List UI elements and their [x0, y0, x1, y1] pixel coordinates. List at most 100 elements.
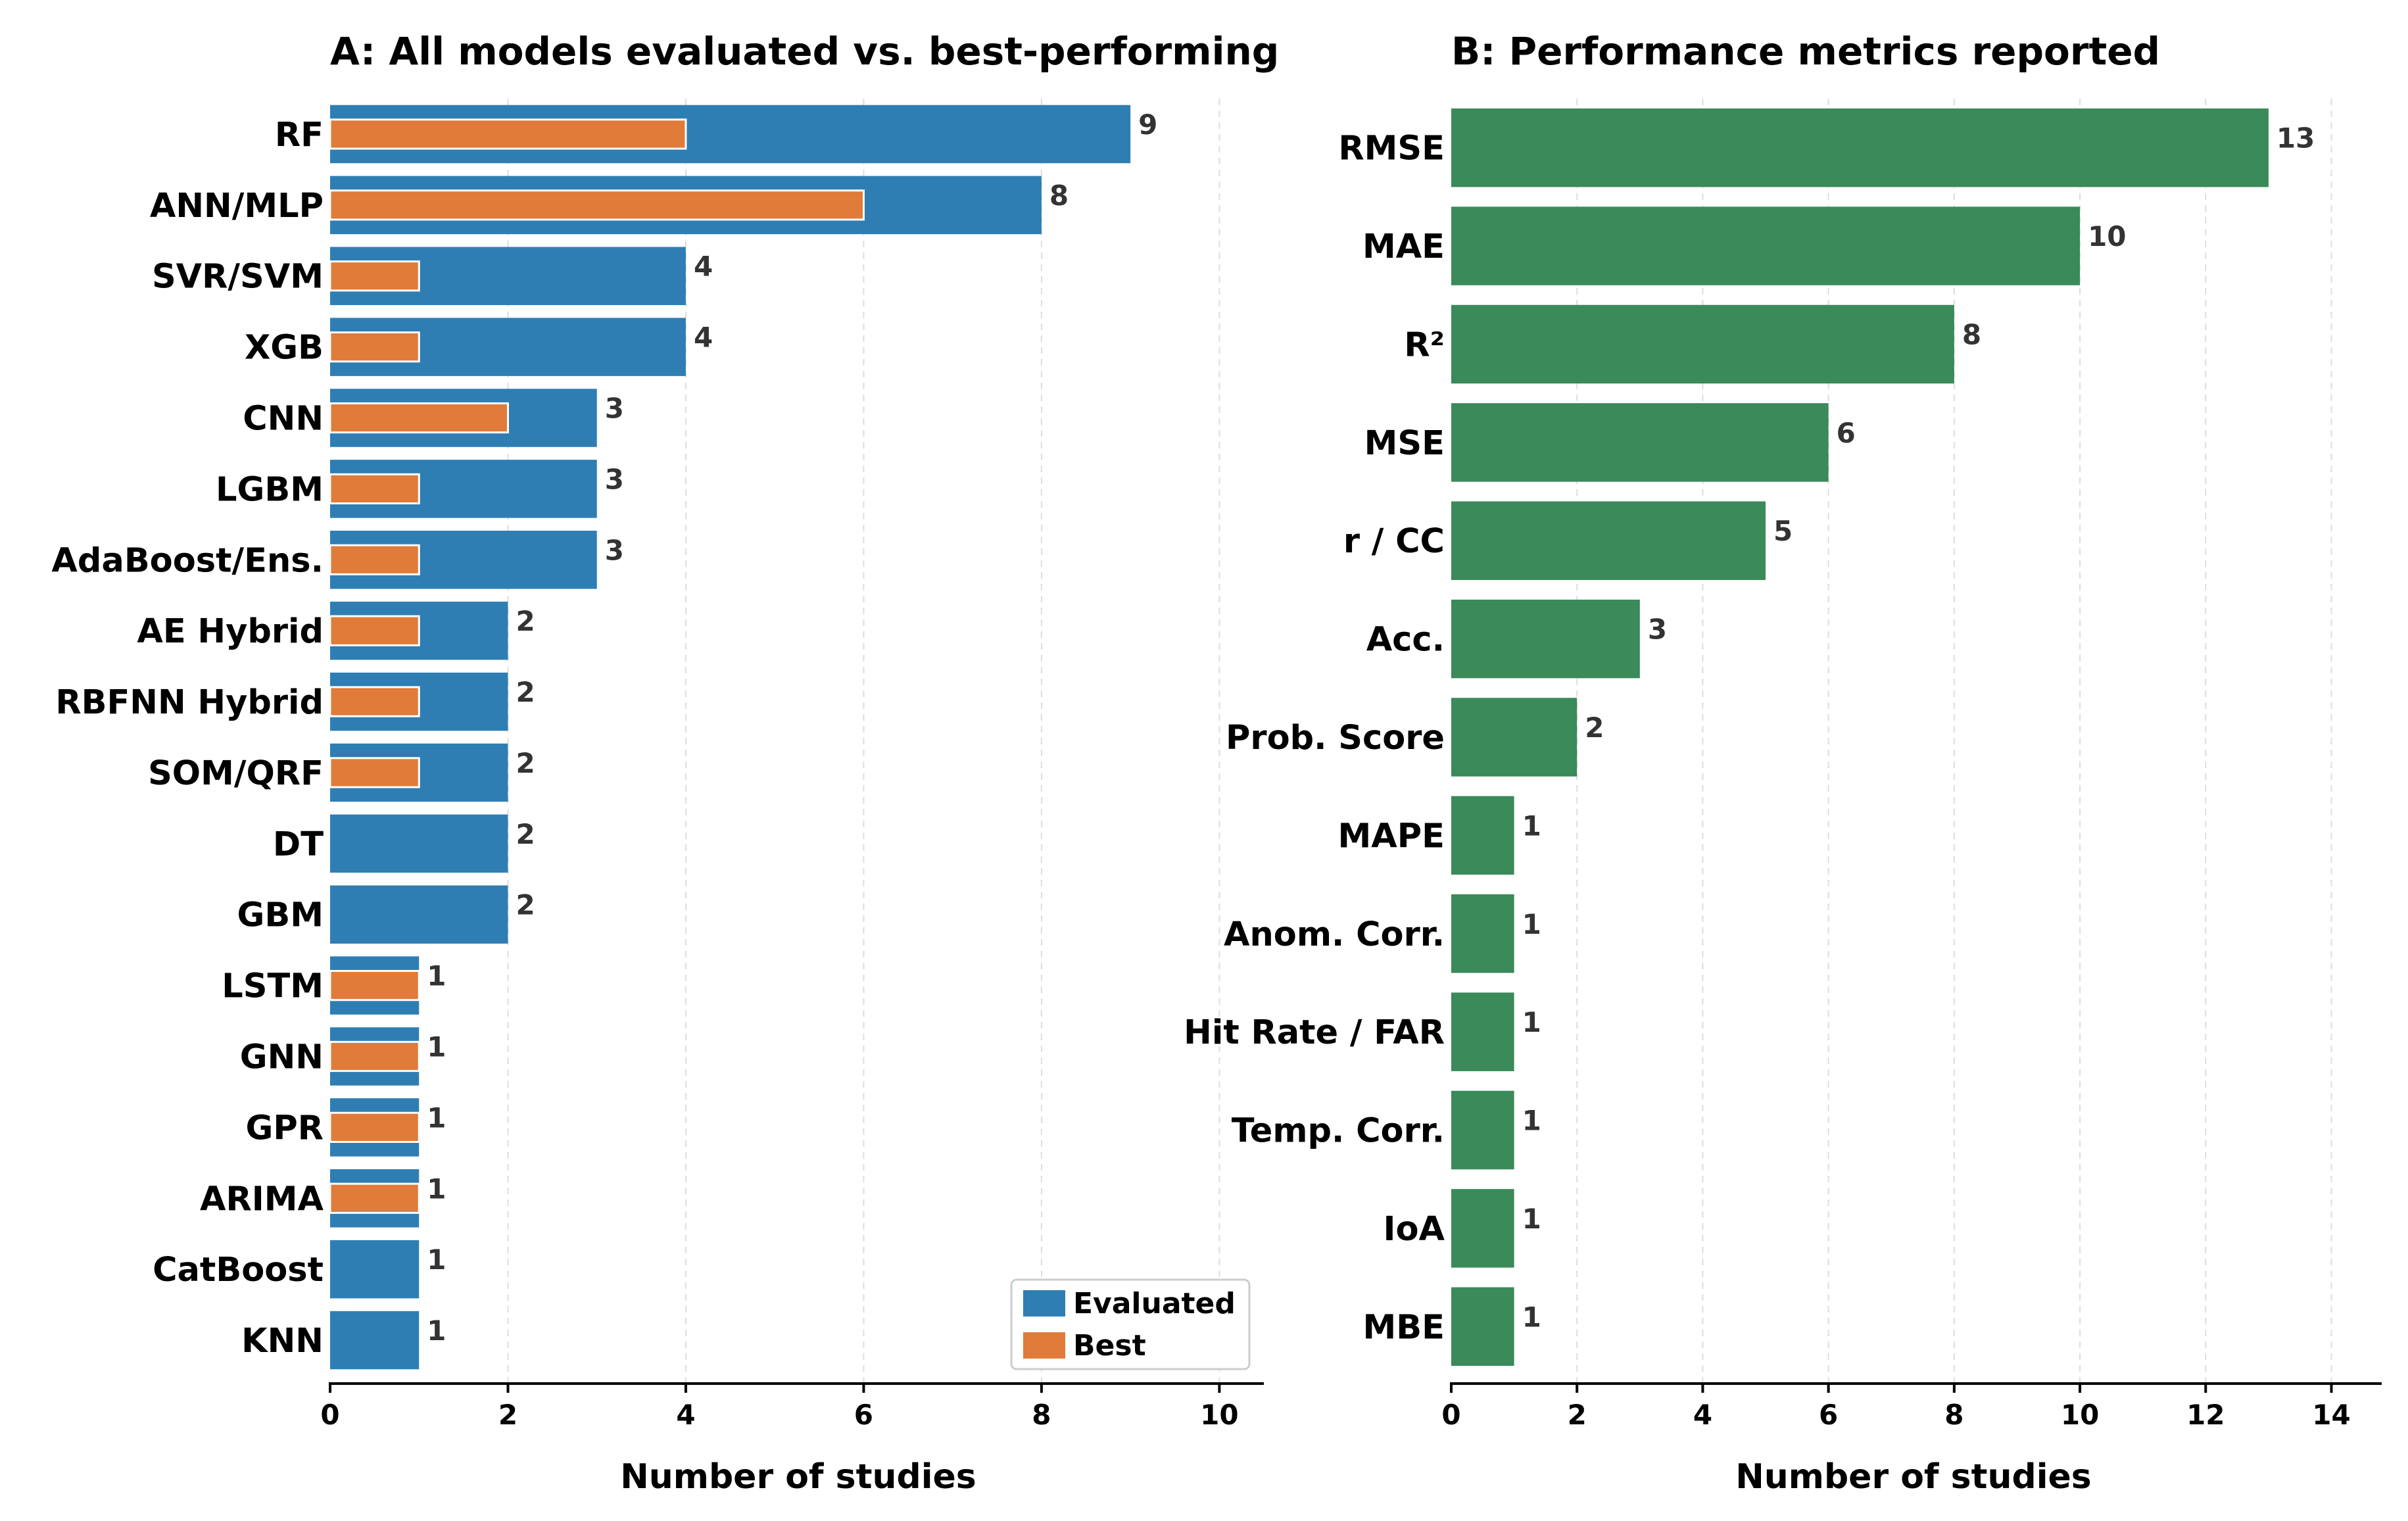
- bar-metric: [1451, 1090, 1514, 1170]
- data-label: 1: [427, 1172, 446, 1205]
- bar-best: [329, 544, 420, 575]
- bar-best: [329, 473, 420, 505]
- panel-a-x-axis: 0 2 4 6 8 10: [320, 1382, 1264, 1431]
- data-label: 1: [1522, 908, 1541, 940]
- data-label: 2: [516, 747, 535, 779]
- data-label: 10: [2088, 220, 2126, 253]
- category-label: CatBoost: [153, 1251, 324, 1290]
- panel-a: A: All models evaluated vs. best-perform…: [51, 29, 1279, 1497]
- bar-metric: [1451, 403, 1829, 482]
- category-label: KNN: [241, 1322, 324, 1361]
- bar-best: [329, 331, 420, 363]
- panel-b-x-axis: 0 2 4 6 8 10 12 14: [1441, 1382, 2382, 1431]
- category-label: GBM: [237, 896, 324, 935]
- data-label: 2: [1585, 712, 1604, 744]
- data-label: 8: [1962, 318, 1981, 350]
- category-label: Temp. Corr.: [1232, 1112, 1445, 1151]
- data-label: 13: [2276, 122, 2315, 155]
- x-tick-label: 8: [1032, 1399, 1051, 1431]
- bar-evaluated: [330, 1311, 420, 1370]
- legend-label-evaluated: Evaluated: [1073, 1287, 1236, 1320]
- category-label: ANN/MLP: [150, 187, 324, 226]
- data-label: 1: [427, 1031, 446, 1063]
- category-label: LGBM: [216, 470, 324, 509]
- data-label: 5: [1773, 515, 1793, 547]
- category-label: SOM/QRF: [148, 754, 324, 793]
- category-label: r / CC: [1343, 522, 1445, 561]
- category-label: R²: [1404, 326, 1445, 364]
- data-label: 2: [516, 605, 535, 637]
- bar-evaluated: [330, 885, 508, 944]
- category-label: DT: [273, 825, 324, 864]
- data-label: 1: [427, 1315, 446, 1347]
- category-label: SVR/SVM: [152, 258, 324, 297]
- x-tick-label: 6: [1819, 1399, 1838, 1431]
- category-label: AE Hybrid: [137, 612, 324, 651]
- category-label: RF: [275, 116, 324, 155]
- category-label: LSTM: [222, 967, 324, 1006]
- data-label: 3: [1648, 614, 1667, 646]
- panel-a-bars: RF 9 ANN/MLP 8 SVR/SVM 4 XGB 4 CNN 3 LGBM 3 AdaBoost…: [51, 105, 1157, 1370]
- category-label: MSE: [1364, 424, 1445, 463]
- x-tick-label: 2: [1568, 1399, 1587, 1431]
- bar-evaluated: [330, 814, 508, 873]
- bar-best: [329, 615, 420, 646]
- category-label: Anom. Corr.: [1224, 915, 1445, 954]
- data-label: 1: [1522, 809, 1541, 842]
- data-label: 2: [516, 889, 535, 921]
- x-tick-label: 8: [1944, 1399, 1963, 1431]
- x-tick-label: 2: [498, 1399, 518, 1431]
- bar-metric: [1451, 108, 2269, 187]
- bar-best: [329, 686, 420, 717]
- bar-metric: [1451, 796, 1514, 875]
- panel-b-title: B: Performance metrics reported: [1451, 29, 2160, 74]
- data-label: 9: [1138, 109, 1157, 141]
- data-label: 2: [516, 676, 535, 708]
- data-label: 4: [694, 251, 713, 283]
- data-label: 1: [427, 1243, 446, 1276]
- data-label: 1: [1522, 1006, 1541, 1038]
- bar-metric: [1451, 599, 1640, 679]
- x-tick-label: 6: [854, 1399, 873, 1431]
- category-label: GPR: [245, 1109, 324, 1147]
- category-label: MAE: [1362, 228, 1445, 266]
- bar-metric: [1451, 206, 2081, 285]
- category-label: MBE: [1363, 1308, 1445, 1347]
- data-label: 1: [427, 960, 446, 992]
- category-label: Acc.: [1366, 621, 1445, 660]
- bar-metric: [1451, 1189, 1514, 1268]
- category-label: RMSE: [1338, 130, 1445, 168]
- x-tick-label: 0: [320, 1399, 339, 1431]
- panel-a-x-axis-label: Number of studies: [620, 1457, 976, 1497]
- panel-a-grid: [507, 99, 1220, 1384]
- legend-label-best: Best: [1073, 1329, 1146, 1363]
- bar-metric: [1451, 992, 1514, 1071]
- panel-a-legend: Evaluated Best: [1010, 1278, 1251, 1370]
- x-tick-label: 0: [1441, 1399, 1460, 1431]
- x-tick-label: 10: [1200, 1399, 1238, 1431]
- bar-best: [329, 969, 420, 1002]
- legend-frame: [1010, 1278, 1251, 1370]
- legend-swatch-best: [1023, 1332, 1065, 1359]
- legend-swatch-evaluated: [1023, 1290, 1065, 1316]
- data-label: 1: [427, 1101, 446, 1134]
- panel-b-x-axis-label: Number of studies: [1735, 1457, 2092, 1497]
- data-label: 3: [605, 463, 624, 495]
- category-label: Hit Rate / FAR: [1184, 1013, 1445, 1052]
- bar-metric: [1451, 501, 1766, 580]
- x-tick-label: 4: [1693, 1399, 1712, 1431]
- data-label: 3: [605, 534, 624, 566]
- panel-a-title: A: All models evaluated vs. best-perform…: [330, 29, 1279, 74]
- category-label: CNN: [243, 400, 324, 439]
- data-label: 1: [1522, 1301, 1541, 1333]
- bar-best: [329, 118, 687, 150]
- x-tick-label: 10: [2061, 1399, 2099, 1431]
- data-label: 1: [1522, 1203, 1541, 1235]
- data-label: 6: [1837, 417, 1856, 449]
- category-label: IoA: [1384, 1210, 1445, 1249]
- bar-best: [329, 402, 509, 434]
- x-tick-label: 4: [676, 1399, 695, 1431]
- panel-b-grid: [1576, 99, 2332, 1384]
- category-label: Prob. Score: [1226, 719, 1445, 758]
